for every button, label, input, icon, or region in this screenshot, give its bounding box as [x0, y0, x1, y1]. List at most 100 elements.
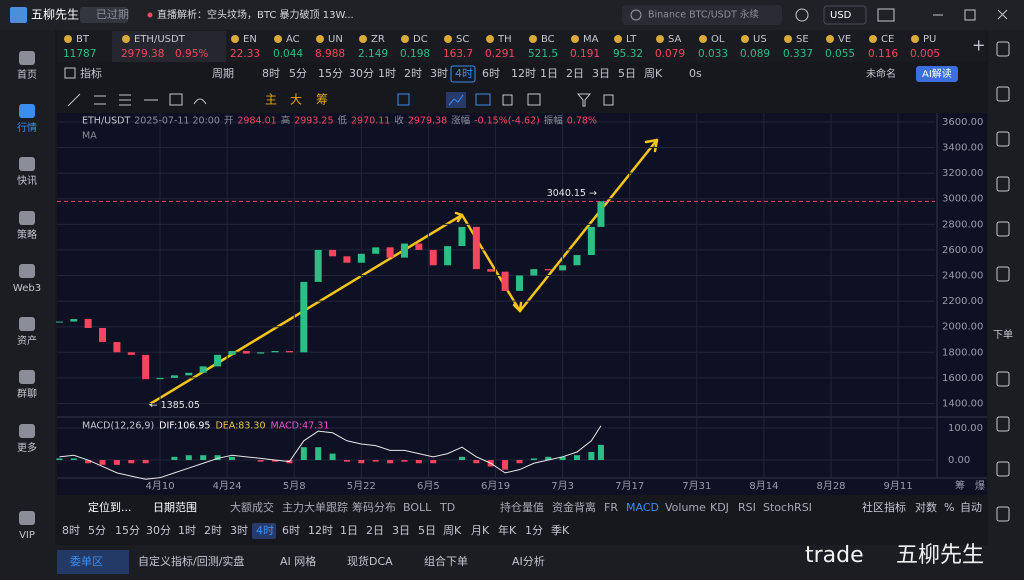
bottom-tab[interactable]: 现货DCA: [347, 554, 393, 568]
period[interactable]: 8时: [62, 524, 80, 537]
period[interactable]: 1时: [178, 524, 196, 537]
ticker-name[interactable]: BC: [541, 34, 555, 45]
period[interactable]: 3时: [430, 67, 448, 80]
ticker-value[interactable]: 0.055: [825, 48, 855, 60]
sidebar-icon[interactable]: [19, 104, 35, 118]
right-icon[interactable]: [996, 506, 1010, 522]
period[interactable]: 5分: [289, 67, 307, 80]
ticker-value[interactable]: 0.116: [868, 48, 898, 60]
right-icon[interactable]: [996, 371, 1010, 387]
tool-line[interactable]: [67, 93, 81, 107]
indicator[interactable]: BOLL: [403, 501, 432, 514]
period[interactable]: 2日: [366, 524, 384, 537]
ticker-value[interactable]: 0.291: [485, 48, 515, 60]
ticker-value[interactable]: 2979.38: [121, 48, 164, 60]
right-icon[interactable]: [996, 266, 1010, 282]
add-ticker[interactable]: +: [972, 36, 985, 55]
bottom-tab[interactable]: 委单区: [70, 555, 103, 568]
ticker-name[interactable]: LT: [626, 34, 637, 45]
tool-lock[interactable]: [502, 94, 513, 106]
period[interactable]: 2时: [404, 67, 422, 80]
bottom-tab[interactable]: AI分析: [512, 554, 545, 568]
indicators-btn[interactable]: 指标: [80, 66, 102, 80]
sidebar-label[interactable]: Web3: [13, 283, 41, 294]
ticker-name[interactable]: TH: [497, 34, 512, 45]
period[interactable]: 3时: [230, 524, 248, 537]
tool-text[interactable]: 主: [265, 93, 277, 107]
indicator[interactable]: 大额成交: [230, 500, 274, 514]
axis-extra[interactable]: 筹: [955, 479, 965, 492]
indicator[interactable]: Volume: [665, 501, 706, 514]
ticker-name[interactable]: AC: [286, 34, 300, 45]
logo[interactable]: [10, 7, 27, 23]
tool-delete[interactable]: [603, 94, 614, 106]
ticker-value[interactable]: 521.5: [528, 48, 558, 60]
tool-image[interactable]: [527, 93, 541, 106]
ticker-value[interactable]: 0.044: [273, 48, 303, 60]
period[interactable]: 30分: [349, 67, 374, 80]
auto-btn[interactable]: 自动: [960, 501, 982, 514]
bottom-tab[interactable]: 自定义指标/回测/实盘: [138, 554, 244, 568]
period[interactable]: 2时: [204, 524, 222, 537]
ticker-value[interactable]: 11787: [63, 48, 96, 60]
ticker-name[interactable]: ETH/USDT: [134, 34, 186, 45]
right-icon[interactable]: [996, 221, 1010, 237]
period[interactable]: 15分: [318, 67, 343, 80]
ticker-name[interactable]: OL: [711, 34, 725, 45]
period[interactable]: 1日: [540, 67, 558, 80]
period[interactable]: 1分: [525, 524, 543, 537]
right-icon[interactable]: [996, 461, 1010, 477]
ticker-name[interactable]: CE: [881, 34, 894, 45]
right-icon[interactable]: [996, 176, 1010, 192]
range-btn[interactable]: 日期范围: [153, 500, 197, 514]
indicator[interactable]: FR: [604, 501, 618, 514]
layout-name[interactable]: 未命名: [866, 67, 896, 80]
ticker-value[interactable]: 0.005: [910, 48, 940, 60]
ticker-value[interactable]: 8.988: [315, 48, 345, 60]
indicator[interactable]: 资金背离: [552, 500, 596, 514]
ticker-value[interactable]: 2.149: [358, 48, 388, 60]
locate-btn[interactable]: 定位到...: [88, 500, 132, 514]
tool-curve[interactable]: [193, 98, 207, 105]
period[interactable]: 3日: [392, 524, 410, 537]
sidebar-label[interactable]: 行情: [17, 121, 37, 134]
ticker-name[interactable]: US: [753, 34, 767, 45]
period[interactable]: 3日: [592, 67, 610, 80]
bottom-tab[interactable]: 组合下单: [424, 554, 468, 568]
period[interactable]: 15分: [115, 524, 140, 537]
search-box[interactable]: [622, 5, 782, 25]
indicator[interactable]: KDJ: [710, 501, 729, 514]
indicator[interactable]: 持仓量值: [500, 500, 544, 514]
sidebar-icon[interactable]: [19, 424, 35, 438]
bell-icon[interactable]: [795, 8, 809, 22]
tool-filter[interactable]: [576, 93, 592, 107]
ticker-value[interactable]: 95.32: [613, 48, 643, 60]
indicator[interactable]: MACD: [626, 501, 659, 514]
period[interactable]: 周K: [443, 524, 462, 537]
ticker-name[interactable]: BT: [76, 34, 90, 45]
mail-icon[interactable]: [877, 8, 895, 22]
sidebar-icon[interactable]: [19, 157, 35, 171]
ticker-name[interactable]: SC: [456, 34, 469, 45]
tool-rect[interactable]: [169, 93, 183, 106]
period[interactable]: 年K: [498, 523, 517, 537]
sidebar-label[interactable]: 首页: [17, 68, 37, 81]
period[interactable]: 6时: [282, 524, 300, 537]
period[interactable]: 1时: [378, 67, 396, 80]
ticker-value[interactable]: 22.33: [230, 48, 260, 60]
period[interactable]: 4时: [256, 524, 274, 537]
axis-extra[interactable]: 爆: [975, 480, 985, 492]
period[interactable]: 12时: [308, 524, 333, 537]
period[interactable]: 30分: [146, 524, 171, 537]
right-icon[interactable]: [996, 86, 1010, 102]
period[interactable]: 4时: [455, 67, 473, 80]
ma-label[interactable]: MA: [82, 131, 97, 142]
ticker-name[interactable]: EN: [243, 34, 257, 45]
period[interactable]: 5分: [88, 524, 106, 537]
ticker-name[interactable]: SE: [796, 34, 809, 45]
period[interactable]: 2日: [566, 67, 584, 80]
currency-select[interactable]: [823, 5, 867, 25]
tool-active[interactable]: [448, 94, 464, 106]
period[interactable]: 6时: [482, 67, 500, 80]
ai-btn[interactable]: AI解读: [922, 67, 952, 80]
